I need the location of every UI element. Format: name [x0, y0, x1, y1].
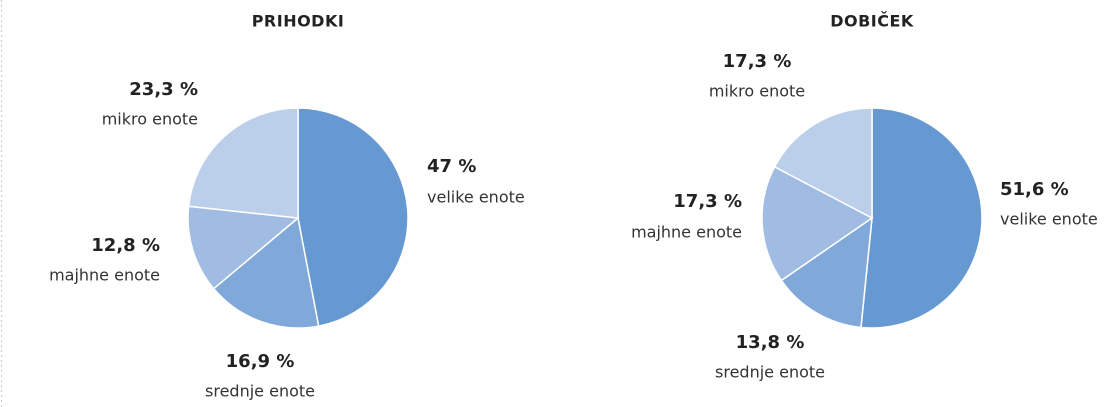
pie-slice	[773, 107, 873, 220]
pie-slice	[780, 216, 873, 329]
slice-name-label: mikro enote	[709, 82, 805, 101]
slice-name-label: srednje enote	[205, 382, 315, 401]
slice-name-label: mikro enote	[102, 110, 198, 129]
slice-value-label: 47 %	[427, 156, 476, 177]
slice-value-label: 17,3 %	[723, 51, 792, 72]
slice-name-label: srednje enote	[715, 363, 825, 382]
slice-value-label: 17,3 %	[673, 191, 742, 212]
slice-name-label: velike enote	[427, 188, 525, 207]
pie-slice	[212, 216, 320, 329]
slice-value-label: 13,8 %	[736, 332, 805, 353]
slice-name-label: majhne enote	[631, 223, 742, 242]
pie-slice	[187, 107, 299, 219]
pie-slice	[187, 205, 300, 290]
chart-title: PRIHODKI	[252, 12, 345, 31]
pie-slice	[860, 107, 983, 329]
slice-value-label: 51,6 %	[1000, 179, 1069, 200]
pie-slice	[297, 107, 409, 327]
chart-title: DOBIČEK	[830, 12, 914, 31]
slice-name-label: velike enote	[1000, 210, 1098, 229]
slice-name-label: majhne enote	[49, 266, 160, 285]
pie-slice	[761, 165, 874, 282]
slice-value-label: 16,9 %	[226, 351, 295, 372]
slice-value-label: 12,8 %	[91, 235, 160, 256]
slice-value-label: 23,3 %	[129, 79, 198, 100]
